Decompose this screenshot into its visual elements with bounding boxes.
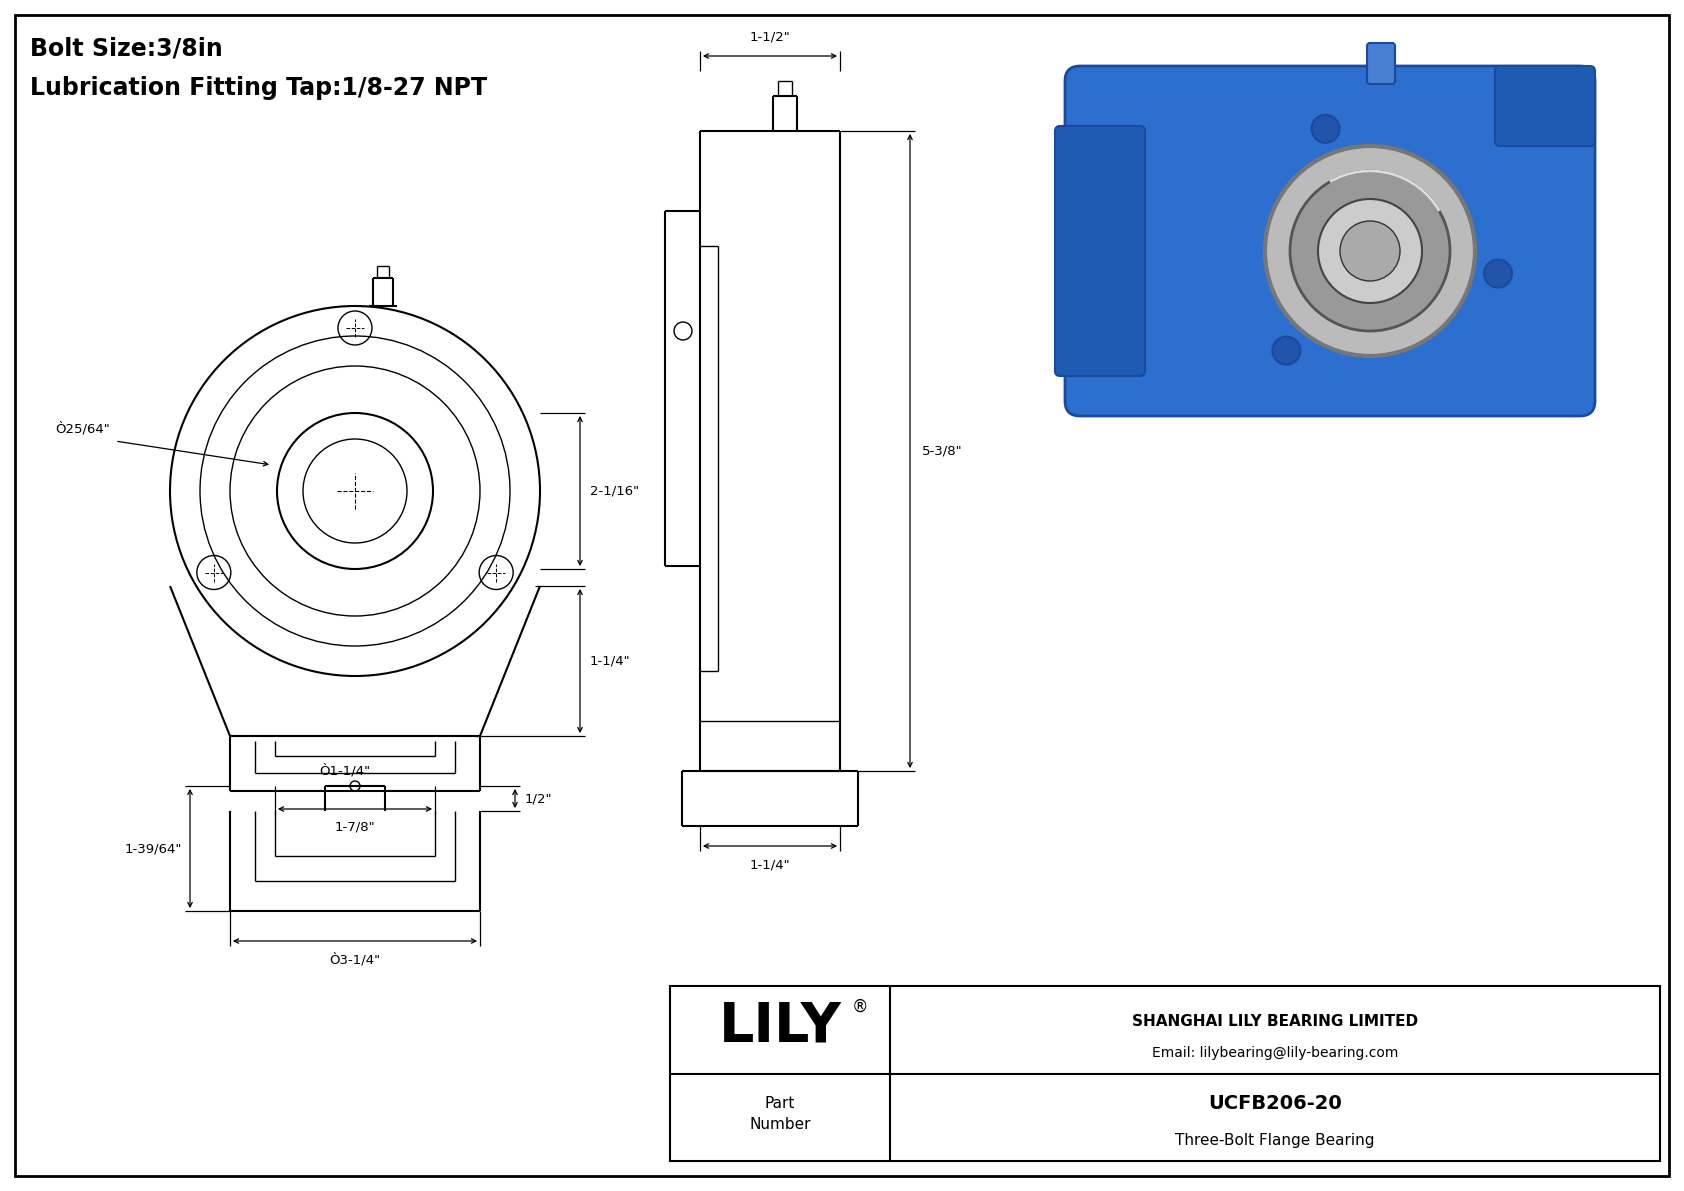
Text: 1-39/64": 1-39/64" [125,842,182,855]
Text: 2-1/16": 2-1/16" [589,485,640,498]
Text: SHANGHAI LILY BEARING LIMITED: SHANGHAI LILY BEARING LIMITED [1132,1014,1418,1029]
Circle shape [1273,337,1300,364]
Text: 1-1/4": 1-1/4" [749,858,790,871]
FancyBboxPatch shape [1054,126,1145,376]
FancyBboxPatch shape [1064,66,1595,416]
Text: 1/2": 1/2" [525,792,552,805]
Circle shape [1290,172,1450,331]
Text: Three-Bolt Flange Bearing: Three-Bolt Flange Bearing [1175,1133,1374,1147]
FancyBboxPatch shape [1367,43,1394,85]
Circle shape [1319,199,1421,303]
Text: Ò25/64": Ò25/64" [56,423,109,436]
FancyBboxPatch shape [1495,66,1595,146]
Text: Ò3-1/4": Ò3-1/4" [330,953,381,967]
Text: Email: lilybearing@lily-bearing.com: Email: lilybearing@lily-bearing.com [1152,1046,1398,1060]
Text: 1-1/4": 1-1/4" [589,655,630,667]
Text: 1-7/8": 1-7/8" [335,821,376,834]
Circle shape [1312,114,1339,143]
Text: Bolt Size:3/8in: Bolt Size:3/8in [30,36,222,60]
Text: Lubrication Fitting Tap:1/8-27 NPT: Lubrication Fitting Tap:1/8-27 NPT [30,76,487,100]
Text: Ò1-1/4": Ò1-1/4" [320,763,370,778]
Circle shape [1340,222,1399,281]
Text: ®: ® [852,998,869,1016]
Text: UCFB206-20: UCFB206-20 [1207,1093,1342,1112]
Text: LILY: LILY [719,999,842,1053]
Bar [670,986,1660,1161]
Circle shape [1265,146,1475,356]
Text: 5-3/8": 5-3/8" [923,444,963,457]
Text: 1-1/2": 1-1/2" [749,31,790,44]
Circle shape [1484,260,1512,287]
Text: Part
Number: Part Number [749,1096,810,1131]
